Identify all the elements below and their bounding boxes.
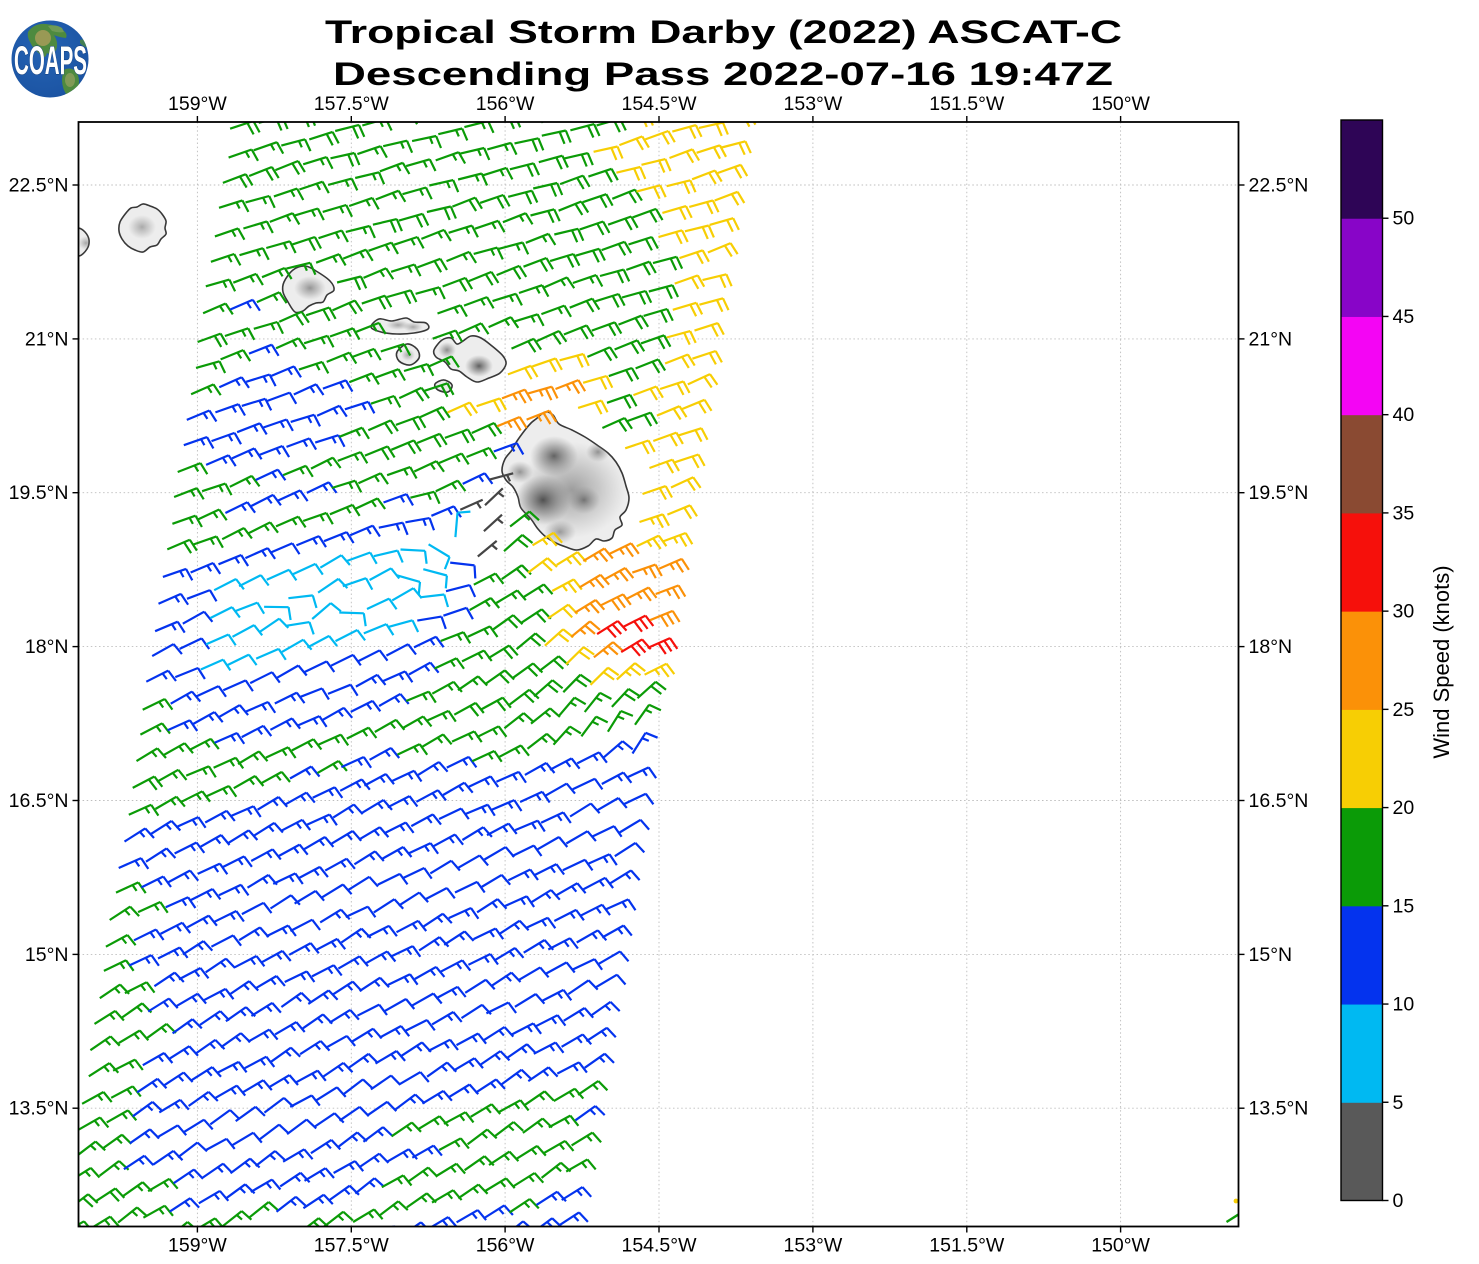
svg-text:45: 45: [1393, 306, 1415, 328]
svg-text:157.5°W: 157.5°W: [314, 93, 390, 115]
svg-text:5: 5: [1393, 1092, 1404, 1114]
svg-text:151.5°W: 151.5°W: [929, 93, 1005, 115]
svg-text:22.5°N: 22.5°N: [9, 175, 69, 197]
svg-text:159°W: 159°W: [168, 1235, 227, 1257]
svg-text:16.5°N: 16.5°N: [9, 790, 69, 812]
svg-text:150°W: 150°W: [1091, 1235, 1150, 1257]
svg-text:19.5°N: 19.5°N: [9, 482, 69, 504]
svg-text:40: 40: [1393, 404, 1415, 426]
svg-text:156°W: 156°W: [476, 93, 535, 115]
svg-text:0: 0: [1393, 1190, 1404, 1212]
svg-text:154.5°W: 154.5°W: [621, 93, 697, 115]
svg-text:153°W: 153°W: [784, 1235, 843, 1257]
svg-text:13.5°N: 13.5°N: [9, 1098, 69, 1120]
svg-text:151.5°W: 151.5°W: [929, 1235, 1005, 1257]
svg-text:10: 10: [1393, 994, 1415, 1016]
svg-text:COAPS: COAPS: [14, 39, 87, 83]
svg-text:21°N: 21°N: [25, 328, 69, 350]
svg-text:157.5°W: 157.5°W: [314, 1235, 390, 1257]
svg-text:30: 30: [1393, 601, 1415, 623]
svg-text:16.5°N: 16.5°N: [1249, 790, 1309, 812]
svg-text:154.5°W: 154.5°W: [621, 1235, 697, 1257]
svg-text:15°N: 15°N: [1249, 944, 1293, 966]
svg-text:150°W: 150°W: [1091, 93, 1150, 115]
svg-text:18°N: 18°N: [25, 636, 69, 658]
svg-text:153°W: 153°W: [784, 93, 843, 115]
svg-text:Tropical Storm Darby (2022) AS: Tropical Storm Darby (2022) ASCAT-C: [325, 14, 1122, 50]
svg-text:159°W: 159°W: [168, 93, 227, 115]
svg-text:15°N: 15°N: [25, 944, 69, 966]
svg-text:21°N: 21°N: [1249, 328, 1293, 350]
svg-text:Descending Pass 2022-07-16 19:: Descending Pass 2022-07-16 19:47Z: [333, 56, 1113, 92]
svg-text:20: 20: [1393, 797, 1415, 819]
svg-text:19.5°N: 19.5°N: [1249, 482, 1309, 504]
svg-text:22.5°N: 22.5°N: [1249, 175, 1309, 197]
svg-text:35: 35: [1393, 502, 1415, 524]
svg-text:18°N: 18°N: [1249, 636, 1293, 658]
svg-text:25: 25: [1393, 699, 1415, 721]
svg-text:50: 50: [1393, 208, 1415, 230]
svg-text:156°W: 156°W: [476, 1235, 535, 1257]
svg-text:15: 15: [1393, 895, 1415, 917]
svg-text:Wind Speed (knots): Wind Speed (knots): [1429, 565, 1454, 758]
svg-text:13.5°N: 13.5°N: [1249, 1098, 1309, 1120]
